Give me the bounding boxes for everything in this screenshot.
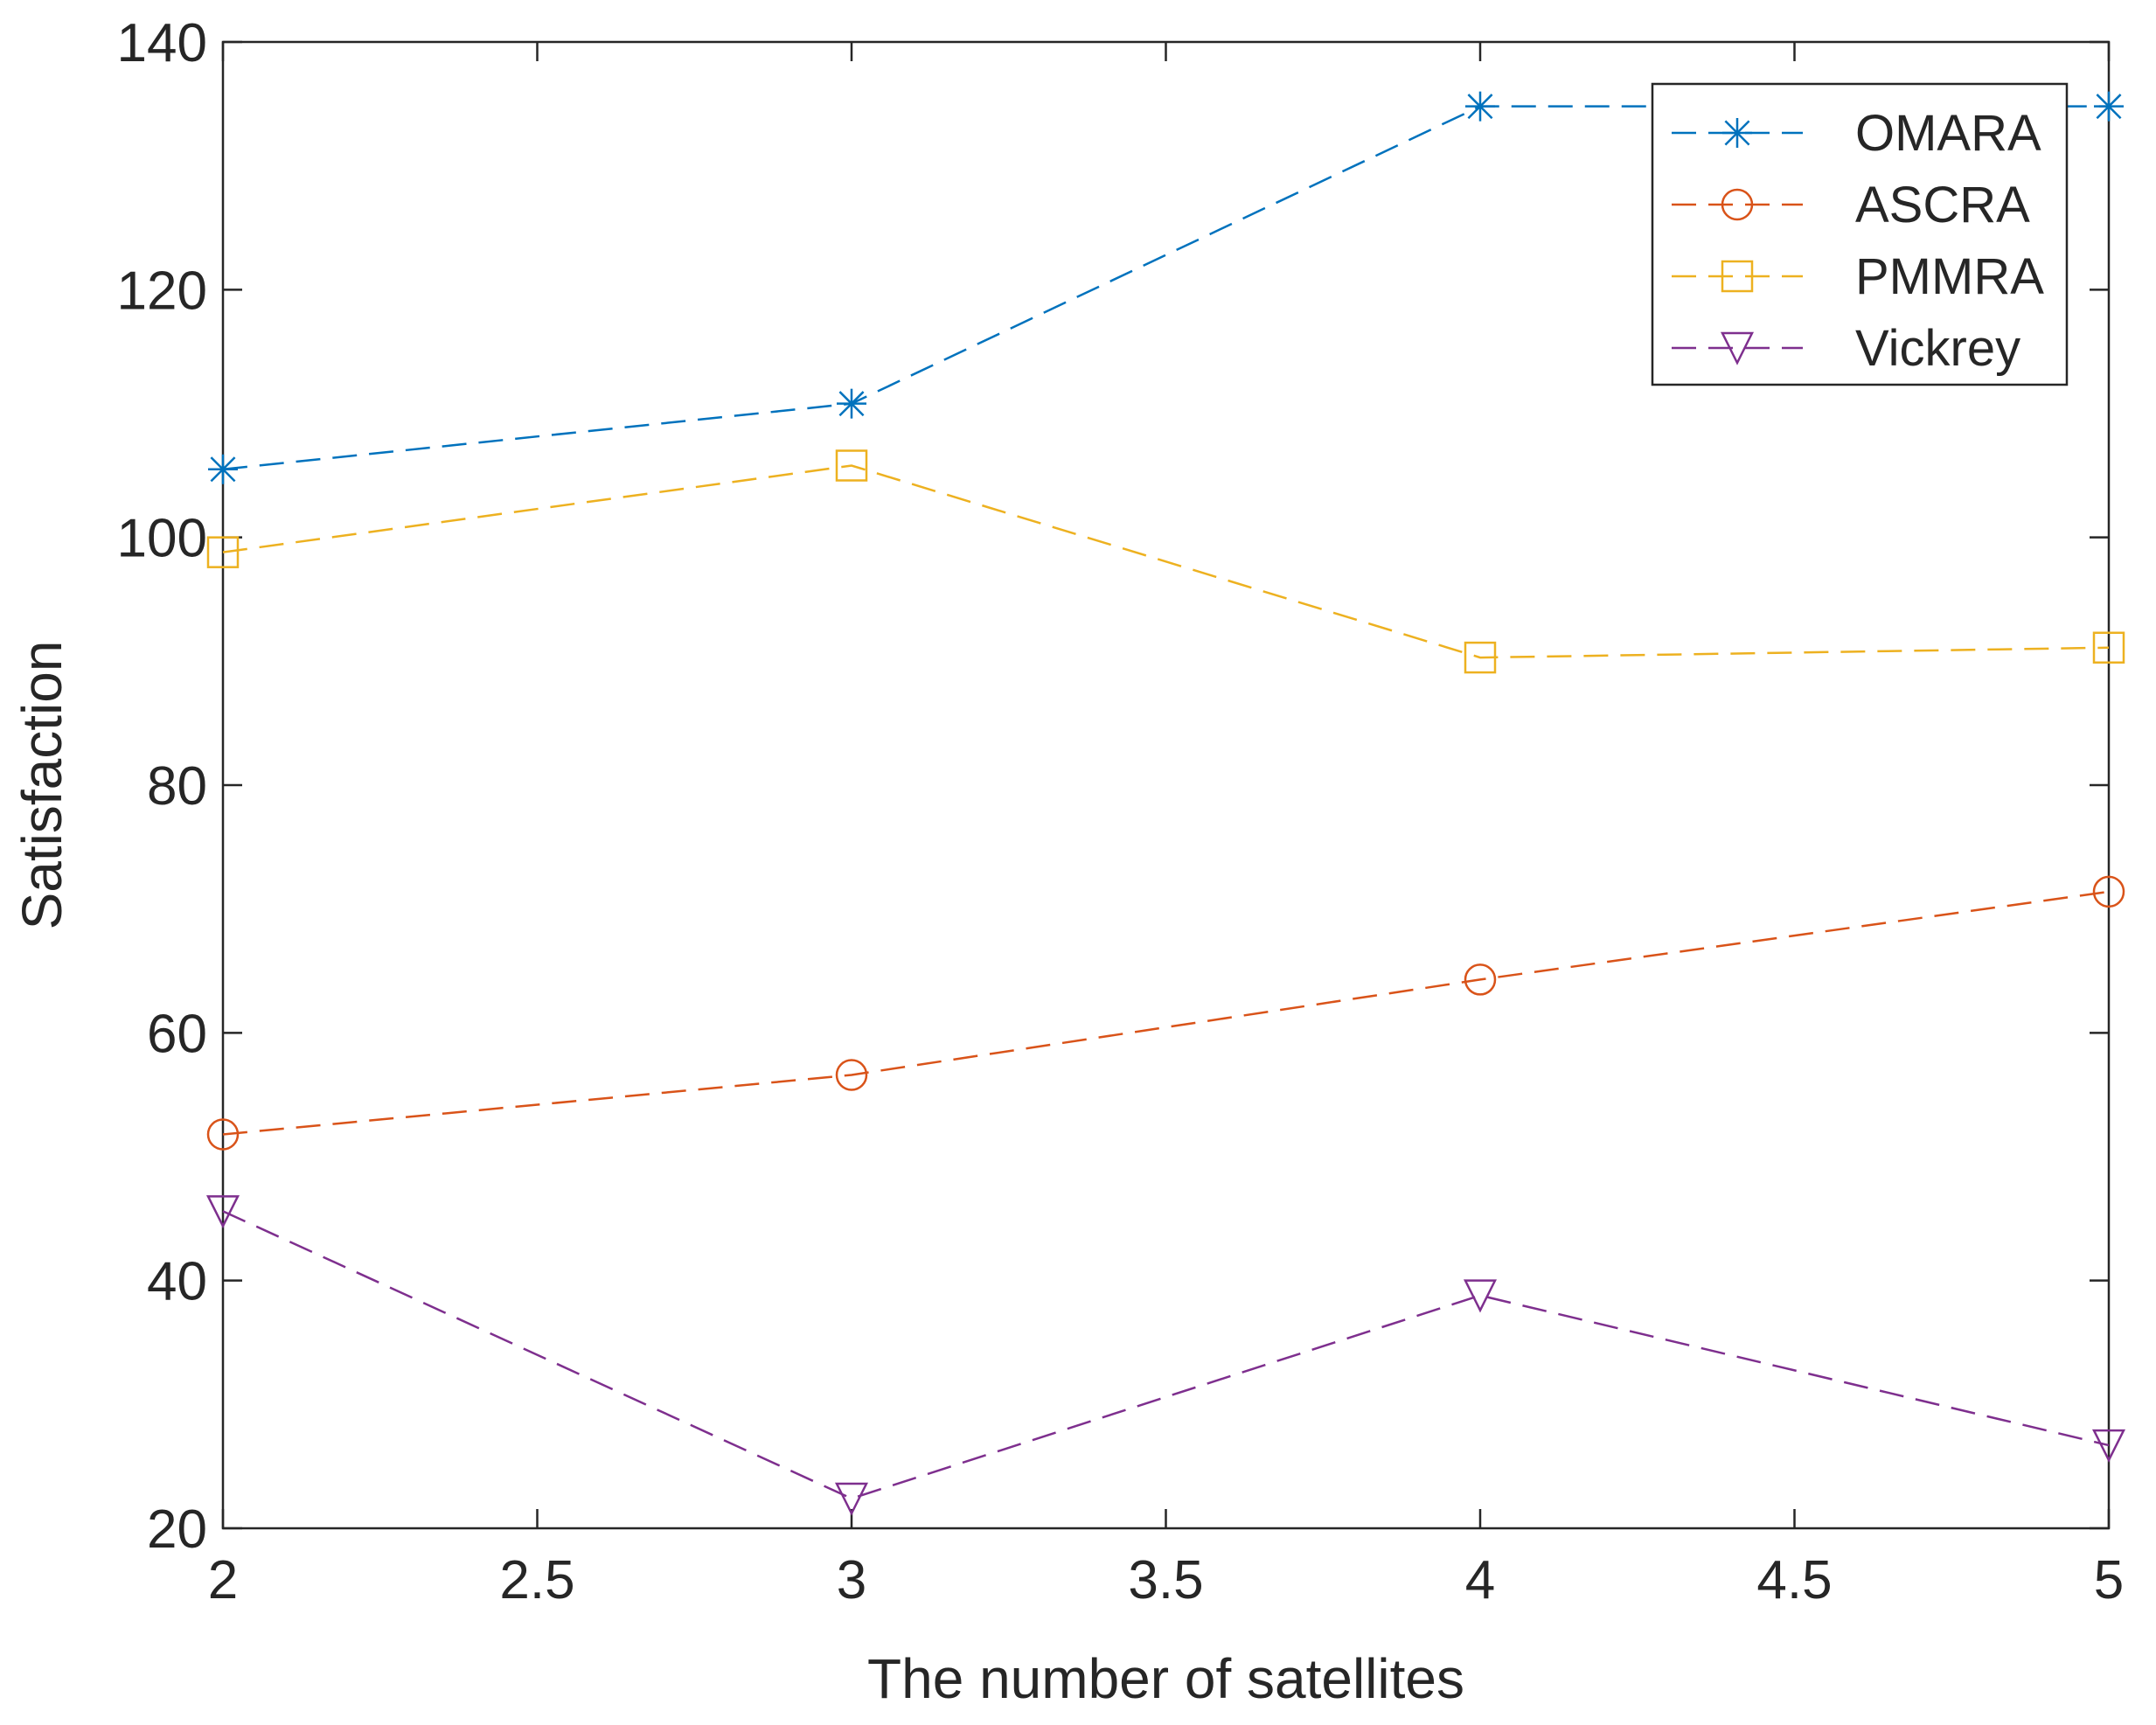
legend-marker <box>1721 260 1754 293</box>
circle-marker <box>1464 963 1497 996</box>
series-line-ascra <box>222 890 2110 1136</box>
legend-entry-omara: OMARA <box>1672 105 2041 162</box>
series-vickrey <box>205 1195 2126 1516</box>
data-point-ascra <box>2092 875 2125 908</box>
data-point-omara <box>837 388 866 419</box>
series-line-vickrey <box>222 1210 2110 1500</box>
circle-marker <box>835 1059 868 1091</box>
x-tick-label: 2.5 <box>499 1550 574 1610</box>
y-tick-label: 100 <box>117 509 207 569</box>
legend-entry-pmmra: PMMRA <box>1672 248 2044 305</box>
x-axis-label: The number of satellites <box>867 1647 1464 1710</box>
data-point-vickrey <box>2091 1429 2126 1463</box>
legend-label: ASCRA <box>1855 177 2030 233</box>
legend-box <box>1651 82 2069 386</box>
x-tick-label: 4.5 <box>1756 1550 1832 1610</box>
data-point-ascra <box>1464 963 1497 996</box>
asterisk-stroke <box>1467 94 1493 120</box>
asterisk-stroke <box>838 391 865 417</box>
y-axis-label: Satisfaction <box>10 641 73 930</box>
data-point-pmmra <box>2092 631 2125 664</box>
y-tick-label: 80 <box>147 756 207 817</box>
asterisk-stroke <box>210 456 236 483</box>
series-line-pmmra <box>222 464 2110 659</box>
series-layer <box>205 91 2126 1516</box>
data-point-pmmra <box>1464 641 1497 674</box>
circle-marker <box>1721 188 1754 221</box>
legend-marker <box>1720 331 1755 365</box>
data-point-omara <box>1465 91 1495 122</box>
square-marker <box>2092 631 2125 664</box>
x-tick-label: 3.5 <box>1128 1550 1203 1610</box>
data-point-vickrey <box>834 1482 869 1516</box>
y-tick-label: 60 <box>147 1004 207 1064</box>
data-point-pmmra <box>206 536 240 568</box>
triangle-marker <box>1463 1279 1498 1313</box>
legend-marker <box>1722 118 1752 148</box>
circle-marker <box>206 1118 240 1151</box>
square-marker <box>835 449 868 482</box>
x-axis-ticks: 2 2.5 3 3.5 4 4.5 5 <box>208 42 2124 1610</box>
x-tick-label: 2 <box>208 1550 238 1610</box>
data-point-ascra <box>835 1059 868 1091</box>
data-point-vickrey <box>205 1195 240 1229</box>
x-tick-label: 3 <box>837 1550 866 1610</box>
data-point-ascra <box>206 1118 240 1151</box>
data-point-omara <box>208 454 238 484</box>
square-marker <box>1721 260 1754 293</box>
series-pmmra <box>206 449 2125 674</box>
legend: OMARA ASCRA PMMRA Vickrey <box>1651 82 2069 386</box>
triangle-marker <box>205 1195 240 1229</box>
y-tick-label: 40 <box>147 1252 207 1312</box>
legend-marker <box>1721 188 1754 221</box>
triangle-marker <box>2091 1429 2126 1463</box>
x-tick-label: 5 <box>2094 1550 2124 1610</box>
asterisk-stroke <box>2096 94 2122 120</box>
square-marker <box>206 536 240 568</box>
circle-marker <box>2092 875 2125 908</box>
data-point-pmmra <box>835 449 868 482</box>
series-omara <box>208 91 2124 484</box>
x-tick-label: 4 <box>1465 1550 1495 1610</box>
y-tick-label: 20 <box>147 1499 207 1560</box>
triangle-marker <box>834 1482 869 1516</box>
legend-label: OMARA <box>1855 105 2041 162</box>
legend-entry-vickrey: Vickrey <box>1672 320 2020 377</box>
square-marker <box>1464 641 1497 674</box>
legend-entry-ascra: ASCRA <box>1672 177 2030 233</box>
y-tick-label: 120 <box>117 261 207 321</box>
series-ascra <box>206 875 2125 1151</box>
y-axis-ticks: 20 40 60 80 100 120 140 <box>117 13 2109 1560</box>
data-point-omara <box>2094 91 2124 122</box>
y-tick-label: 140 <box>117 13 207 73</box>
asterisk-stroke <box>1724 120 1750 146</box>
legend-label: Vickrey <box>1855 320 2020 377</box>
data-point-vickrey <box>1463 1279 1498 1313</box>
triangle-marker <box>1720 331 1755 365</box>
series-line-omara <box>222 105 2109 470</box>
legend-label: PMMRA <box>1855 248 2044 305</box>
